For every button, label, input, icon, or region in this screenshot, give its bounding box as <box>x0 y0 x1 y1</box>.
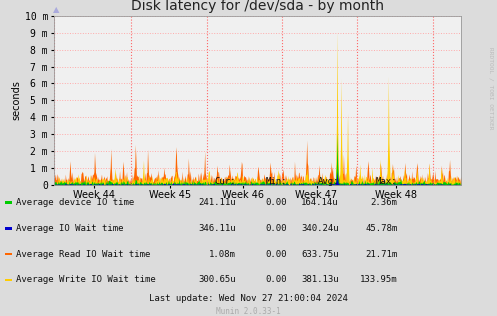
Text: 0.00: 0.00 <box>266 276 287 284</box>
Text: 0.00: 0.00 <box>266 224 287 233</box>
Text: Munin 2.0.33-1: Munin 2.0.33-1 <box>216 307 281 316</box>
Text: 241.11u: 241.11u <box>198 198 236 207</box>
Text: Average Read IO Wait time: Average Read IO Wait time <box>16 250 150 258</box>
Text: 133.95m: 133.95m <box>360 276 398 284</box>
Text: Average device IO time: Average device IO time <box>16 198 134 207</box>
Text: 346.11u: 346.11u <box>198 224 236 233</box>
Text: 164.14u: 164.14u <box>301 198 339 207</box>
Text: Max:: Max: <box>376 177 398 186</box>
Text: 633.75u: 633.75u <box>301 250 339 258</box>
Text: 381.13u: 381.13u <box>301 276 339 284</box>
Text: ▲: ▲ <box>53 5 59 14</box>
Text: RRDTOOL / TOBI OETIKER: RRDTOOL / TOBI OETIKER <box>488 47 493 130</box>
Text: Average Write IO Wait time: Average Write IO Wait time <box>16 276 156 284</box>
Text: 45.78m: 45.78m <box>365 224 398 233</box>
Text: 21.71m: 21.71m <box>365 250 398 258</box>
Y-axis label: seconds: seconds <box>12 80 22 120</box>
Text: Min:: Min: <box>266 177 287 186</box>
Title: Disk latency for /dev/sda - by month: Disk latency for /dev/sda - by month <box>131 0 384 13</box>
Text: Avg:: Avg: <box>318 177 339 186</box>
Text: 300.65u: 300.65u <box>198 276 236 284</box>
Text: 1.08m: 1.08m <box>209 250 236 258</box>
Text: Last update: Wed Nov 27 21:00:04 2024: Last update: Wed Nov 27 21:00:04 2024 <box>149 294 348 303</box>
Text: 0.00: 0.00 <box>266 198 287 207</box>
Text: 340.24u: 340.24u <box>301 224 339 233</box>
Text: 2.36m: 2.36m <box>371 198 398 207</box>
Text: Cur:: Cur: <box>215 177 236 186</box>
Text: 0.00: 0.00 <box>266 250 287 258</box>
Text: Average IO Wait time: Average IO Wait time <box>16 224 123 233</box>
